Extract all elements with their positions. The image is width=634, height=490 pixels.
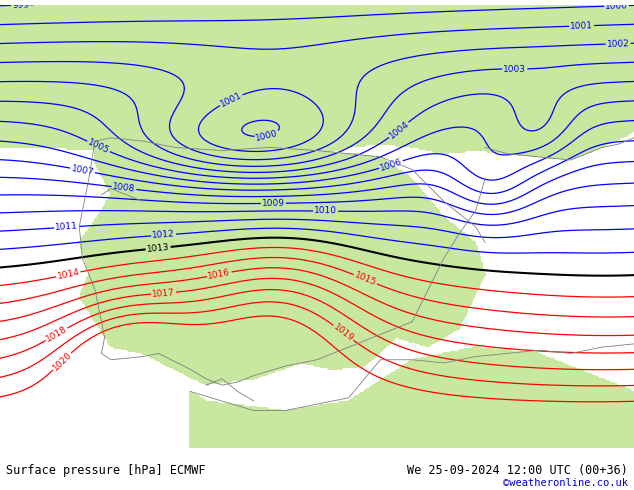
Text: ©weatheronline.co.uk: ©weatheronline.co.uk	[503, 478, 628, 488]
Text: 999: 999	[12, 0, 29, 10]
Text: 1015: 1015	[353, 271, 378, 288]
Text: 1010: 1010	[314, 206, 337, 216]
Text: 1004: 1004	[387, 120, 411, 141]
Text: 1012: 1012	[152, 230, 176, 240]
Text: 1002: 1002	[607, 39, 630, 49]
Text: 1003: 1003	[503, 64, 526, 74]
Text: 1005: 1005	[86, 138, 111, 155]
Text: 1001: 1001	[570, 21, 593, 31]
Text: Surface pressure [hPa] ECMWF: Surface pressure [hPa] ECMWF	[6, 465, 206, 477]
Text: 1018: 1018	[44, 324, 69, 344]
Text: 1019: 1019	[332, 322, 355, 343]
Text: 1020: 1020	[51, 350, 74, 373]
Text: We 25-09-2024 12:00 UTC (00+36): We 25-09-2024 12:00 UTC (00+36)	[407, 465, 628, 477]
Text: 1009: 1009	[262, 199, 285, 208]
Text: 1014: 1014	[56, 268, 81, 281]
Text: 1017: 1017	[152, 288, 176, 298]
Text: 1016: 1016	[207, 268, 231, 281]
Text: 1001: 1001	[219, 91, 243, 109]
Text: 1006: 1006	[378, 157, 403, 172]
Text: 1000: 1000	[255, 129, 279, 143]
Text: 1008: 1008	[112, 182, 136, 194]
Text: 1013: 1013	[146, 243, 170, 254]
Text: 1011: 1011	[55, 222, 79, 232]
Text: 1007: 1007	[70, 164, 94, 177]
Text: 1000: 1000	[605, 1, 628, 11]
